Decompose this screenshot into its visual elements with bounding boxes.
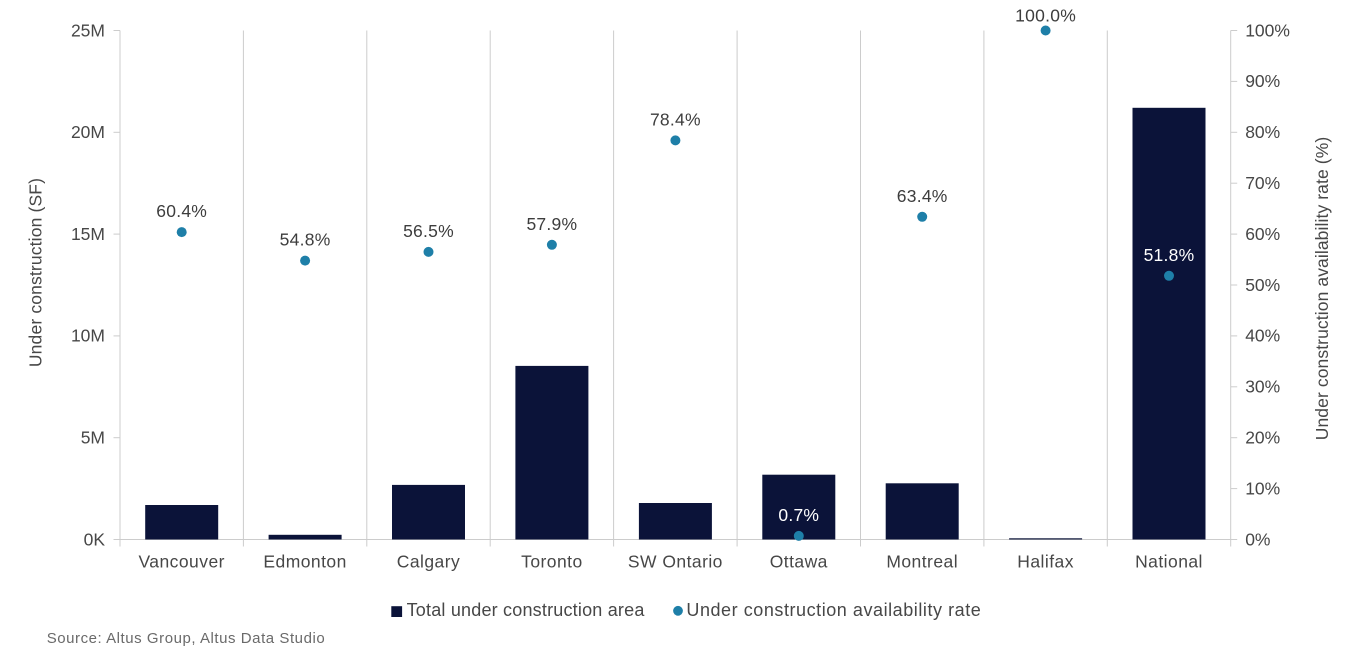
svg-text:20%: 20% — [1245, 428, 1280, 448]
svg-text:10%: 10% — [1245, 478, 1280, 498]
svg-text:Vancouver: Vancouver — [138, 552, 224, 572]
svg-text:60.4%: 60.4% — [156, 201, 207, 221]
svg-text:63.4%: 63.4% — [897, 186, 948, 206]
svg-text:100%: 100% — [1245, 20, 1290, 40]
svg-text:0.7%: 0.7% — [778, 505, 819, 525]
svg-text:56.5%: 56.5% — [403, 221, 454, 241]
svg-text:Under construction availabilit: Under construction availability rate — [686, 600, 981, 620]
svg-text:0%: 0% — [1245, 529, 1270, 549]
svg-text:78.4%: 78.4% — [650, 109, 701, 129]
svg-text:Edmonton: Edmonton — [263, 552, 346, 572]
svg-text:51.8%: 51.8% — [1144, 245, 1195, 265]
svg-text:Halifax: Halifax — [1017, 552, 1074, 572]
svg-text:90%: 90% — [1245, 71, 1280, 91]
svg-text:50%: 50% — [1245, 275, 1280, 295]
svg-text:25M: 25M — [71, 20, 105, 40]
svg-text:Source: Altus Group, Altus Dat: Source: Altus Group, Altus Data Studio — [47, 630, 326, 647]
svg-text:80%: 80% — [1245, 122, 1280, 142]
svg-text:100.0%: 100.0% — [1015, 6, 1076, 26]
svg-text:60%: 60% — [1245, 224, 1280, 244]
svg-text:Total under construction area: Total under construction area — [407, 600, 646, 620]
svg-text:Under construction (SF): Under construction (SF) — [26, 178, 46, 367]
svg-text:5M: 5M — [81, 428, 105, 448]
svg-text:Under construction availabilit: Under construction availability rate (%) — [1312, 137, 1332, 441]
svg-text:30%: 30% — [1245, 377, 1280, 397]
svg-text:Ottawa: Ottawa — [770, 552, 828, 572]
svg-text:SW Ontario: SW Ontario — [628, 552, 723, 572]
svg-text:70%: 70% — [1245, 173, 1280, 193]
svg-text:Toronto: Toronto — [521, 552, 583, 572]
svg-text:0K: 0K — [84, 529, 106, 549]
svg-text:10M: 10M — [71, 326, 105, 346]
svg-text:15M: 15M — [71, 224, 105, 244]
svg-text:20M: 20M — [71, 122, 105, 142]
svg-text:Montreal: Montreal — [886, 552, 958, 572]
svg-text:Calgary: Calgary — [397, 552, 460, 572]
svg-text:54.8%: 54.8% — [280, 230, 331, 250]
svg-text:National: National — [1135, 552, 1203, 572]
svg-text:57.9%: 57.9% — [526, 214, 577, 234]
svg-text:40%: 40% — [1245, 326, 1280, 346]
